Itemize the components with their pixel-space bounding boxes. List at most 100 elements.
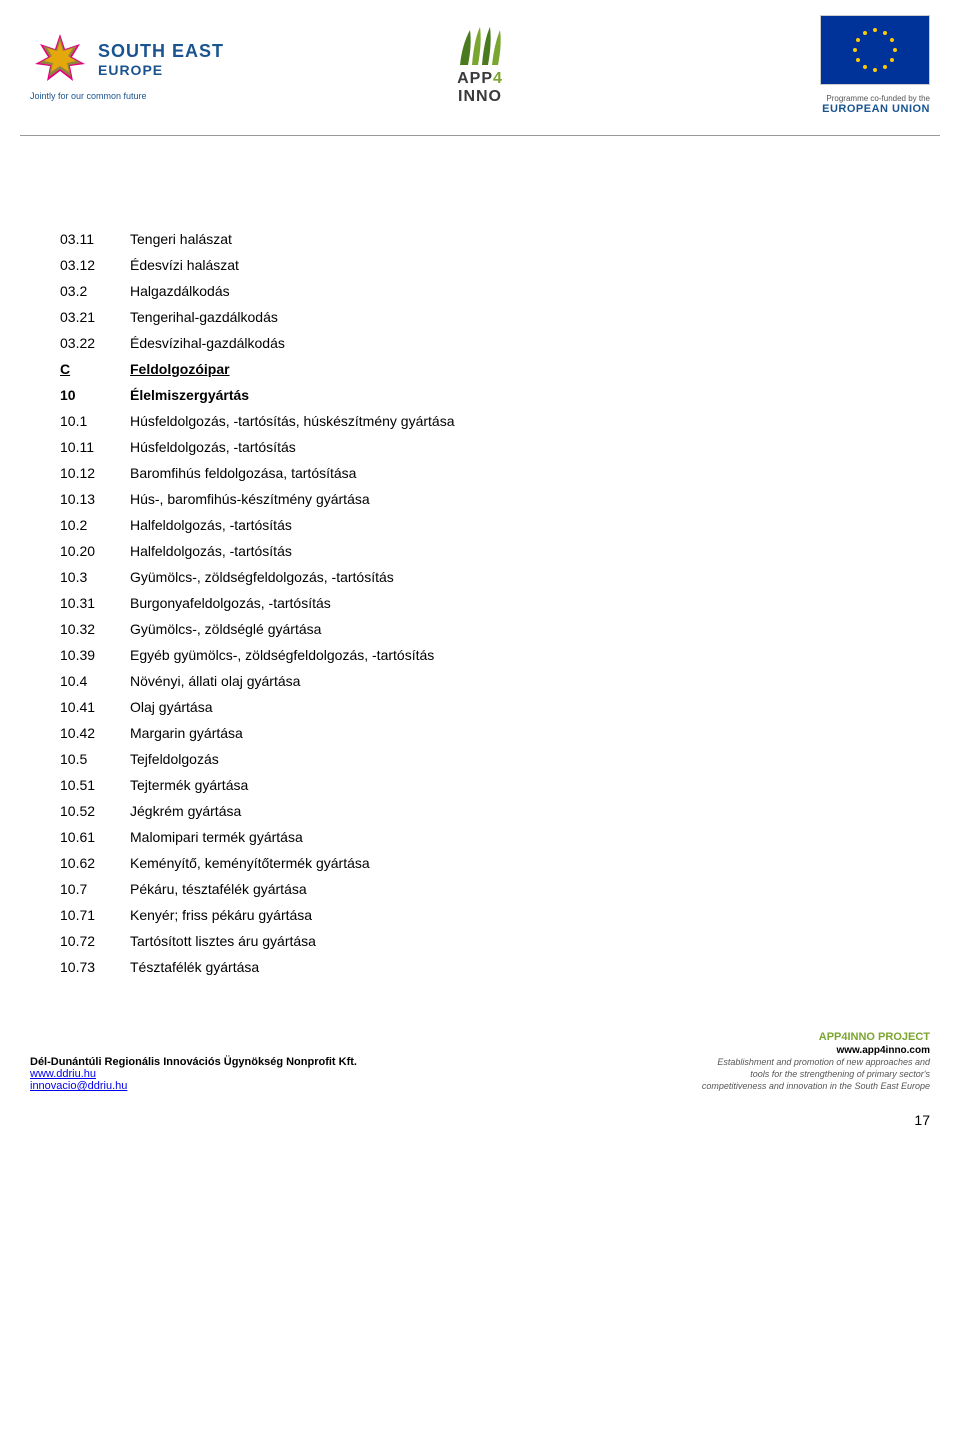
row-code: 03.11 xyxy=(60,226,130,252)
table-row: 03.12Édesvízi halászat xyxy=(60,252,454,278)
row-text: Halfeldolgozás, -tartósítás xyxy=(130,538,454,564)
row-text: Gyümölcs-, zöldségfeldolgozás, -tartósít… xyxy=(130,564,454,590)
table-row: 10.31Burgonyafeldolgozás, -tartósítás xyxy=(60,590,454,616)
row-code: 10.41 xyxy=(60,694,130,720)
row-code: 10.7 xyxy=(60,876,130,902)
table-row: 10.51Tejtermék gyártása xyxy=(60,772,454,798)
row-code: 10.51 xyxy=(60,772,130,798)
row-text: Növényi, állati olaj gyártása xyxy=(130,668,454,694)
row-text: Jégkrém gyártása xyxy=(130,798,454,824)
row-code: 03.2 xyxy=(60,278,130,304)
table-row: 10.7Pékáru, tésztafélék gyártása xyxy=(60,876,454,902)
table-row: 10.41Olaj gyártása xyxy=(60,694,454,720)
row-code: 10.1 xyxy=(60,408,130,434)
footer-email[interactable]: innovacio@ddriu.hu xyxy=(30,1080,127,1092)
table-row: 10.20Halfeldolgozás, -tartósítás xyxy=(60,538,454,564)
row-text: Olaj gyártása xyxy=(130,694,454,720)
row-text: Egyéb gyümölcs-, zöldségfeldolgozás, -ta… xyxy=(130,642,454,668)
row-text: Tartósított lisztes áru gyártása xyxy=(130,928,454,954)
row-text: Feldolgozóipar xyxy=(130,356,454,382)
row-code: 10.13 xyxy=(60,486,130,512)
row-text: Tejtermék gyártása xyxy=(130,772,454,798)
row-code: 10.73 xyxy=(60,954,130,980)
se-title-2: EUROPE xyxy=(98,62,224,78)
app-text-4: 4 xyxy=(493,70,503,87)
eu-logo: Programme co-funded by the EUROPEAN UNIO… xyxy=(730,15,930,115)
row-text: Édesvízi halászat xyxy=(130,252,454,278)
row-text: Kenyér; friss pékáru gyártása xyxy=(130,902,454,928)
footer-desc-3: competitiveness and innovation in the So… xyxy=(702,1081,930,1093)
table-row: 03.2Halgazdálkodás xyxy=(60,278,454,304)
footer-desc-2: tools for the strengthening of primary s… xyxy=(702,1069,930,1081)
table-row: 10.5Tejfeldolgozás xyxy=(60,746,454,772)
table-row: 10.32Gyümölcs-, zöldséglé gyártása xyxy=(60,616,454,642)
row-text: Baromfihús feldolgozása, tartósítása xyxy=(130,460,454,486)
row-text: Tésztafélék gyártása xyxy=(130,954,454,980)
footer-desc-1: Establishment and promotion of new appro… xyxy=(702,1057,930,1069)
row-text: Burgonyafeldolgozás, -tartósítás xyxy=(130,590,454,616)
row-text: Margarin gyártása xyxy=(130,720,454,746)
footer-right: APP4INNO PROJECT www.app4inno.com Establ… xyxy=(702,1030,930,1092)
app-text-app: APP xyxy=(457,70,493,87)
row-code: 03.12 xyxy=(60,252,130,278)
row-code: 10 xyxy=(60,382,130,408)
row-text: Halgazdálkodás xyxy=(130,278,454,304)
row-code: 10.52 xyxy=(60,798,130,824)
table-row: CFeldolgozóipar xyxy=(60,356,454,382)
page-header: SOUTH EAST EUROPE Jointly for our common… xyxy=(0,0,960,125)
southeast-europe-logo: SOUTH EAST EUROPE Jointly for our common… xyxy=(30,29,230,101)
table-row: 10.13Hús-, baromfihús-készítmény gyártás… xyxy=(60,486,454,512)
row-code: 10.62 xyxy=(60,850,130,876)
table-row: 10.71Kenyér; friss pékáru gyártása xyxy=(60,902,454,928)
row-text: Gyümölcs-, zöldséglé gyártása xyxy=(130,616,454,642)
footer-left: Dél-Dunántúli Regionális Innovációs Ügyn… xyxy=(30,1056,357,1092)
table-row: 10.52Jégkrém gyártása xyxy=(60,798,454,824)
row-text: Pékáru, tésztafélék gyártása xyxy=(130,876,454,902)
table-row: 03.11Tengeri halászat xyxy=(60,226,454,252)
row-code: 10.72 xyxy=(60,928,130,954)
eu-name: EUROPEAN UNION xyxy=(730,103,930,115)
footer-proj-url: www.app4inno.com xyxy=(702,1044,930,1057)
table-row: 10.39Egyéb gyümölcs-, zöldségfeldolgozás… xyxy=(60,642,454,668)
row-code: 10.12 xyxy=(60,460,130,486)
table-row: 10.3Gyümölcs-, zöldségfeldolgozás, -tart… xyxy=(60,564,454,590)
row-code: 03.21 xyxy=(60,304,130,330)
app4inno-logo: APP4 INNO xyxy=(450,25,510,106)
row-code: C xyxy=(60,356,130,382)
table-row: 03.21Tengerihal-gazdálkodás xyxy=(60,304,454,330)
row-code: 10.11 xyxy=(60,434,130,460)
page-number: 17 xyxy=(0,1112,960,1143)
table-row: 10.2Halfeldolgozás, -tartósítás xyxy=(60,512,454,538)
row-text: Halfeldolgozás, -tartósítás xyxy=(130,512,454,538)
table-row: 10.62Keményítő, keményítőtermék gyártása xyxy=(60,850,454,876)
se-title-1: SOUTH EAST xyxy=(98,41,224,62)
row-text: Tengeri halászat xyxy=(130,226,454,252)
table-row: 10.4Növényi, állati olaj gyártása xyxy=(60,668,454,694)
row-text: Tejfeldolgozás xyxy=(130,746,454,772)
row-code: 03.22 xyxy=(60,330,130,356)
table-row: 10.73Tésztafélék gyártása xyxy=(60,954,454,980)
row-text: Édesvízihal-gazdálkodás xyxy=(130,330,454,356)
table-row: 10.42Margarin gyártása xyxy=(60,720,454,746)
footer-org: Dél-Dunántúli Regionális Innovációs Ügyn… xyxy=(30,1056,357,1068)
table-row: 10.61Malomipari termék gyártása xyxy=(60,824,454,850)
row-text: Élelmiszergyártás xyxy=(130,382,454,408)
eu-cofunded: Programme co-funded by the xyxy=(730,94,930,103)
row-text: Malomipari termék gyártása xyxy=(130,824,454,850)
row-code: 10.4 xyxy=(60,668,130,694)
classification-table: 03.11Tengeri halászat03.12Édesvízi halás… xyxy=(60,226,454,980)
se-star-icon xyxy=(30,29,90,89)
document-content: 03.11Tengeri halászat03.12Édesvízi halás… xyxy=(0,136,960,1020)
row-code: 10.5 xyxy=(60,746,130,772)
app-leaf-icon xyxy=(450,25,510,65)
table-row: 03.22Édesvízihal-gazdálkodás xyxy=(60,330,454,356)
footer-url[interactable]: www.ddriu.hu xyxy=(30,1068,96,1080)
row-code: 10.39 xyxy=(60,642,130,668)
row-code: 10.2 xyxy=(60,512,130,538)
row-code: 10.31 xyxy=(60,590,130,616)
row-code: 10.32 xyxy=(60,616,130,642)
row-code: 10.3 xyxy=(60,564,130,590)
row-text: Húsfeldolgozás, -tartósítás xyxy=(130,434,454,460)
row-text: Húsfeldolgozás, -tartósítás, húskészítmé… xyxy=(130,408,454,434)
row-text: Hús-, baromfihús-készítmény gyártása xyxy=(130,486,454,512)
